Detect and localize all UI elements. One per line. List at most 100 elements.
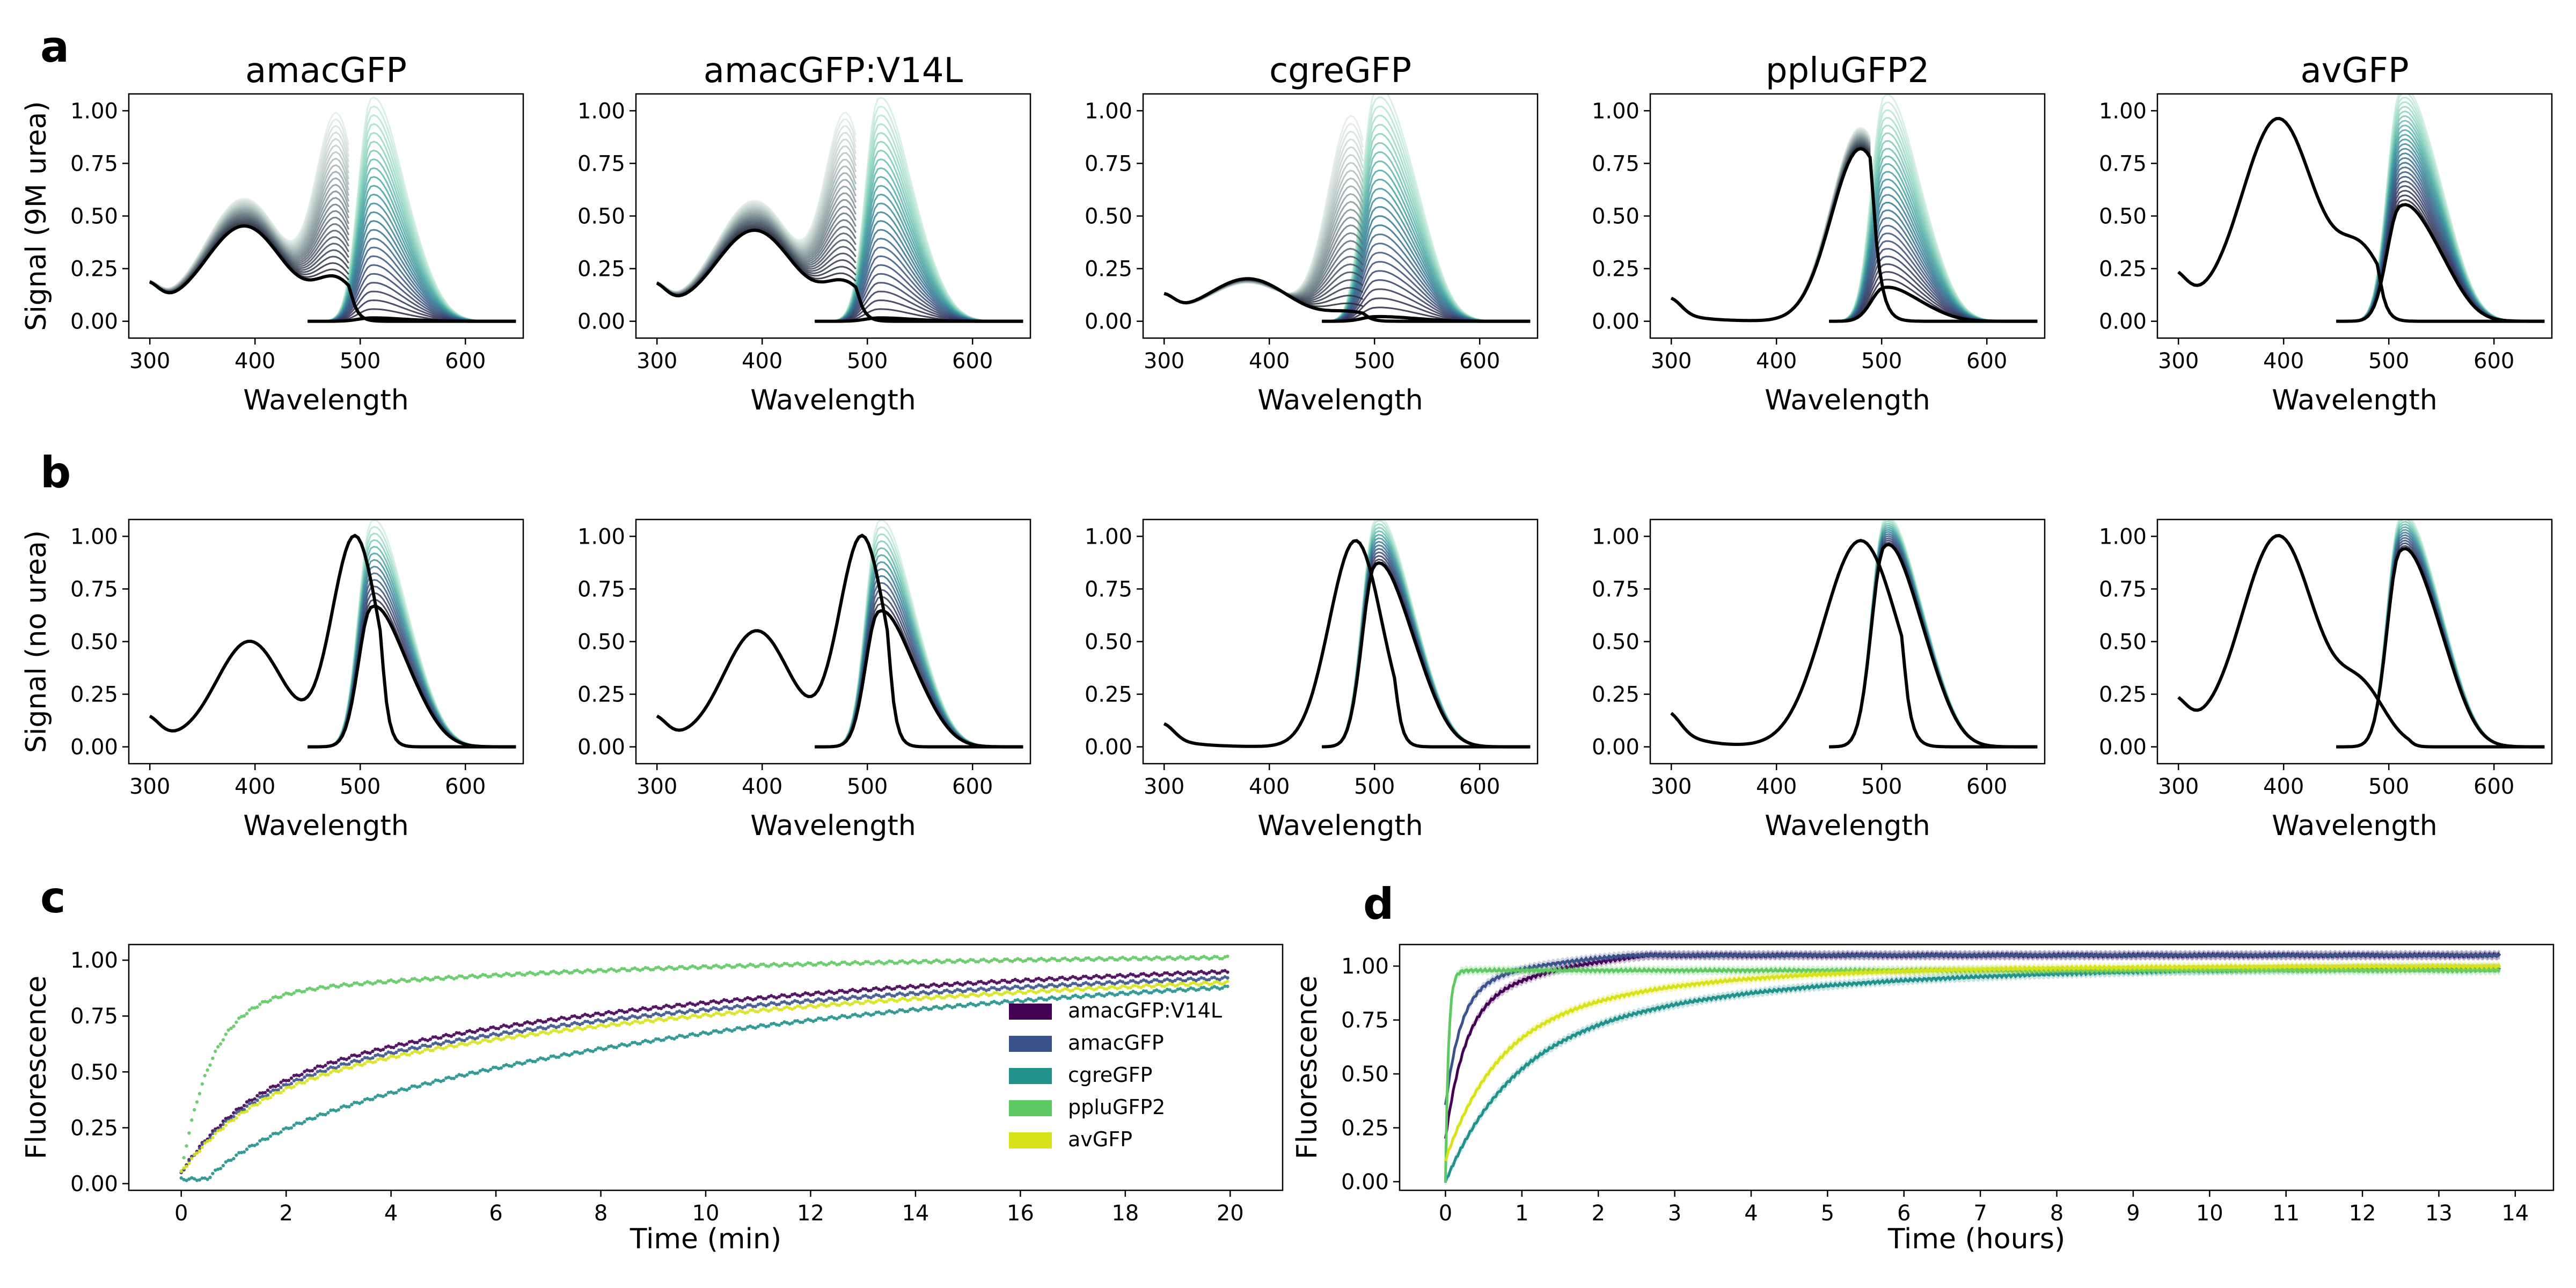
data-point: [693, 1010, 697, 1014]
data-point: [748, 997, 752, 1000]
data-point: [452, 1045, 456, 1049]
data-point: [1220, 969, 1224, 973]
data-point: [884, 1000, 889, 1004]
data-point: [442, 977, 445, 981]
x-tick-label: 11: [2272, 1201, 2300, 1226]
data-point: [310, 1069, 314, 1073]
absorbance-trace: [2178, 535, 2410, 740]
plot-title: avGFP: [2300, 51, 2409, 91]
x-tick-label: 9: [2126, 1201, 2140, 1226]
x-axis-label: Wavelength: [750, 810, 916, 842]
data-point: [279, 1130, 283, 1134]
x-tick-label: 2: [279, 1201, 292, 1226]
emission-final-trace: [1322, 314, 1531, 323]
data-point: [903, 986, 907, 991]
data-point: [927, 996, 931, 1000]
data-point: [604, 970, 608, 974]
data-point: [1123, 957, 1128, 961]
data-point: [528, 1031, 532, 1035]
data-point: [523, 973, 527, 977]
data-point: [774, 1023, 779, 1027]
data-point: [1205, 956, 1209, 960]
data-point: [882, 1000, 886, 1004]
data-point: [1226, 970, 1230, 974]
data-point: [1158, 990, 1161, 993]
data-point: [1073, 956, 1078, 960]
absorbance-trace: [2178, 535, 2410, 740]
data-point: [1162, 978, 1167, 982]
data-point: [557, 1030, 561, 1034]
data-point: [1126, 958, 1130, 962]
y-tick-label: 0.25: [1085, 257, 1132, 282]
data-point: [748, 962, 752, 967]
data-point: [874, 1011, 878, 1014]
data-point: [743, 1027, 747, 1031]
absorbance-trace: [149, 535, 381, 732]
absorbance-trace: [656, 534, 888, 731]
data-point: [1191, 978, 1196, 982]
data-point: [791, 1021, 794, 1025]
data-point: [594, 1019, 597, 1023]
data-point: [1026, 984, 1030, 987]
data-point: [806, 1018, 810, 1021]
data-point: [1150, 991, 1153, 995]
data-point: [423, 1038, 427, 1042]
data-point: [363, 1097, 367, 1102]
data-point: [741, 1027, 744, 1031]
data-point: [688, 1033, 692, 1036]
data-point: [1155, 983, 1159, 986]
data-point: [1037, 976, 1041, 980]
plot-title: amacGFP: [245, 51, 407, 91]
data-point: [279, 1091, 283, 1095]
absorbance-trace: [149, 535, 381, 732]
data-point: [570, 971, 574, 975]
data-point: [898, 991, 902, 995]
data-point: [357, 1101, 362, 1106]
data-point: [1184, 957, 1188, 961]
data-point: [903, 1009, 907, 1014]
data-point: [1055, 978, 1059, 982]
data-point: [447, 975, 451, 978]
absorbance-trace: [2178, 118, 2378, 287]
data-point: [1081, 958, 1085, 962]
data-point: [197, 1146, 202, 1151]
data-point: [1019, 999, 1022, 1003]
data-point: [811, 1019, 815, 1023]
data-point: [232, 1115, 236, 1118]
data-point: [1191, 980, 1196, 985]
data-point: [872, 994, 875, 998]
data-point: [261, 1094, 265, 1098]
absorbance-trace: [656, 534, 888, 731]
data-point: [990, 986, 993, 990]
data-point: [979, 979, 983, 984]
data-point: [397, 1055, 401, 1058]
data-point: [979, 1001, 983, 1005]
data-point: [1113, 975, 1117, 979]
data-point: [1226, 976, 1230, 980]
data-point: [554, 971, 558, 975]
data-point: [567, 1016, 572, 1020]
axes-frame: [1142, 93, 1539, 339]
data-point: [751, 1008, 755, 1012]
data-point: [877, 987, 881, 991]
data-point: [538, 1019, 543, 1023]
data-point: [1212, 976, 1217, 979]
data-point: [1113, 993, 1117, 997]
data-point: [966, 980, 970, 984]
data-point: [675, 1018, 679, 1021]
x-axis-label: Time (hours): [1887, 1223, 2066, 1255]
data-point: [1205, 972, 1209, 976]
data-point: [863, 1011, 868, 1015]
data-point: [1071, 982, 1075, 985]
data-point: [499, 1066, 503, 1070]
data-point: [513, 1063, 516, 1066]
data-point: [861, 1013, 865, 1016]
data-point: [1029, 985, 1033, 989]
data-point: [1040, 984, 1043, 987]
data-point: [704, 1008, 708, 1012]
absorbance-trace: [2178, 118, 2378, 287]
data-point: [835, 1003, 839, 1007]
data-point: [635, 968, 640, 971]
data-point: [457, 974, 461, 978]
data-point: [1223, 984, 1227, 988]
